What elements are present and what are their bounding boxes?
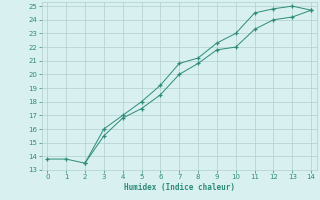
X-axis label: Humidex (Indice chaleur): Humidex (Indice chaleur) xyxy=(124,183,235,192)
